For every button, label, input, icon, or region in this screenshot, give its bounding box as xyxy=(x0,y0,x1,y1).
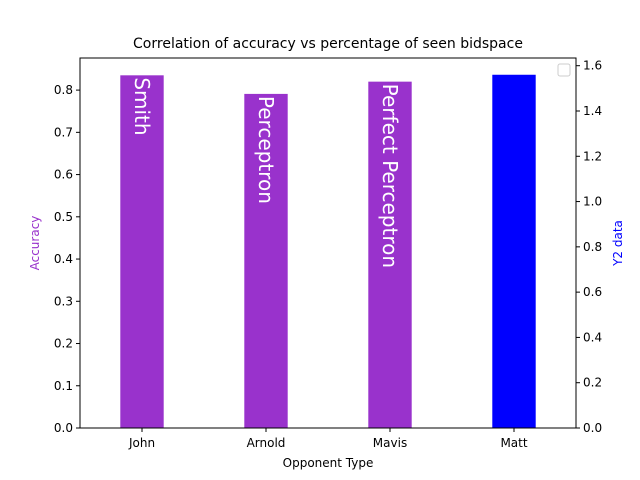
bar-label: Perfect Perceptron xyxy=(378,84,402,268)
legend-box xyxy=(557,63,571,77)
bar-label: Perceptron xyxy=(254,96,278,204)
y2-tick-label: 1.0 xyxy=(583,195,602,209)
bar-matt xyxy=(492,74,536,429)
bar-arnold xyxy=(244,93,288,428)
y-tick-label: 0.2 xyxy=(54,337,73,351)
y2-tick-label: 1.4 xyxy=(583,104,602,118)
y2-tick-label: 0.6 xyxy=(583,285,602,299)
y2-tick-label: 1.2 xyxy=(583,149,602,163)
y-tick-label: 0.6 xyxy=(54,168,73,182)
y2-tick-label: 0.8 xyxy=(583,240,602,254)
x-axis-label: Opponent Type xyxy=(283,456,374,470)
y2-tick-label: 0.0 xyxy=(583,421,602,435)
x-axis: John Arnold Mavis Matt xyxy=(128,428,528,450)
y-tick-label: 0.0 xyxy=(54,421,73,435)
y2-tick-label: 0.2 xyxy=(583,376,602,390)
x-tick-label: Arnold xyxy=(247,436,286,450)
plot-frame xyxy=(79,57,577,429)
y-tick-label: 0.3 xyxy=(54,294,73,308)
y2-tick-label: 0.4 xyxy=(583,330,602,344)
x-tick-label: Mavis xyxy=(373,436,407,450)
y-tick-label: 0.4 xyxy=(54,252,73,266)
y-tick-label: 0.5 xyxy=(54,210,73,224)
y-tick-label: 0.7 xyxy=(54,125,73,139)
bar-mavis xyxy=(368,81,412,429)
x-tick-label: John xyxy=(128,436,155,450)
y2-tick-label: 1.6 xyxy=(583,59,602,73)
y-axis-left: 0.0 0.1 0.2 0.3 0.4 0.5 0.6 0.7 0.8 xyxy=(54,83,80,435)
y-tick-label: 0.1 xyxy=(54,379,73,393)
plot-area: Smith Perceptron Perfect Perceptron xyxy=(120,74,536,429)
y2-axis-label: Y2 data xyxy=(611,220,625,267)
y-tick-label: 0.8 xyxy=(54,83,73,97)
y-axis-label: Accuracy xyxy=(28,216,42,271)
chart-title: Correlation of accuracy vs percentage of… xyxy=(133,36,523,52)
bar-john xyxy=(120,75,164,428)
y-axis-right: 0.0 0.2 0.4 0.6 0.8 1.0 1.2 1.4 1.6 xyxy=(576,59,602,435)
bar-label: Smith xyxy=(130,77,154,135)
x-tick-label: Matt xyxy=(500,436,527,450)
